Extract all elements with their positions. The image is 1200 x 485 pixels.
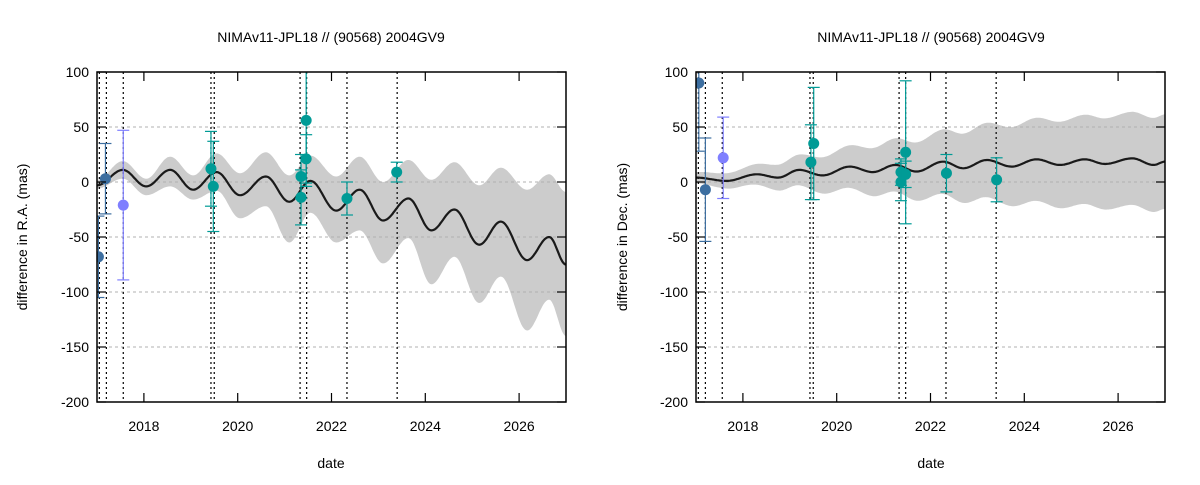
chart-dec: NIMAv11-JPL18 // (90568) 2004GV9 date di… — [614, 29, 1166, 471]
data-point-group — [204, 130, 217, 207]
y-tick-label: -150 — [660, 339, 688, 355]
y-tick-label: 50 — [73, 119, 89, 135]
data-point-group — [99, 142, 112, 215]
data-point-group — [696, 72, 705, 152]
data-point — [808, 138, 820, 149]
data-point-group — [894, 162, 907, 202]
data-point — [391, 166, 403, 178]
plot-area — [97, 72, 566, 402]
y-tick-label: -100 — [660, 284, 688, 300]
x-tick-label: 2022 — [316, 418, 347, 434]
y-tick-label: 50 — [672, 119, 688, 135]
x-tick-label: 2026 — [504, 418, 535, 434]
x-axis-label: date — [317, 455, 344, 471]
data-point — [696, 77, 705, 89]
data-point-group — [899, 80, 912, 225]
data-point — [97, 251, 104, 263]
data-point-group — [207, 140, 220, 233]
x-tick-label: 2018 — [128, 418, 159, 434]
chart-ra: NIMAv11-JPL18 // (90568) 2004GV9 date di… — [14, 29, 567, 471]
data-point-group — [390, 161, 403, 183]
x-tick-label: 2026 — [1103, 418, 1134, 434]
data-point — [295, 191, 307, 203]
data-point-group — [940, 153, 953, 193]
y-tick-label: -100 — [61, 284, 89, 300]
x-tick-label: 2022 — [915, 418, 946, 434]
x-tick-label: 2024 — [410, 418, 441, 434]
data-point — [895, 176, 907, 188]
data-point — [205, 163, 217, 175]
uncertainty-band — [97, 152, 566, 336]
data-point-group — [990, 157, 1003, 203]
y-axis-label: difference in R.A. (mas) — [14, 164, 30, 311]
data-point — [805, 156, 817, 168]
data-point — [900, 146, 912, 158]
y-tick-label: 100 — [66, 64, 90, 80]
y-tick-label: -200 — [660, 394, 688, 410]
data-point — [940, 167, 952, 179]
data-point-group — [295, 169, 308, 226]
y-tick-label: 0 — [680, 174, 688, 190]
data-point-group — [97, 215, 105, 299]
chart-title: NIMAv11-JPL18 // (90568) 2004GV9 — [217, 29, 445, 45]
data-point — [699, 184, 711, 196]
y-tick-label: 0 — [81, 174, 89, 190]
data-point — [991, 174, 1003, 186]
data-point — [207, 180, 219, 192]
data-point — [341, 193, 353, 204]
plot-area — [696, 72, 1165, 402]
chart-title: NIMAv11-JPL18 // (90568) 2004GV9 — [817, 29, 1045, 45]
x-axis-label: date — [917, 455, 944, 471]
y-tick-label: -200 — [61, 394, 89, 410]
y-axis-label: difference in Dec. (mas) — [614, 163, 630, 311]
data-point-group — [807, 86, 820, 201]
x-tick-label: 2024 — [1009, 418, 1040, 434]
data-point — [300, 153, 312, 165]
data-point — [300, 114, 312, 126]
data-point-group — [340, 181, 353, 216]
data-point-group — [117, 129, 130, 281]
model-line — [696, 157, 1165, 182]
data-point — [717, 152, 729, 164]
y-tick-label: -150 — [61, 339, 89, 355]
data-point — [117, 199, 129, 211]
data-point-group — [699, 137, 712, 242]
y-tick-label: -50 — [69, 229, 89, 245]
y-tick-label: 100 — [665, 64, 689, 80]
x-tick-label: 2020 — [222, 418, 253, 434]
x-tick-label: 2020 — [821, 418, 852, 434]
model-line — [97, 168, 566, 266]
y-tick-label: -50 — [668, 229, 688, 245]
x-tick-label: 2018 — [727, 418, 758, 434]
data-point-group — [717, 116, 730, 200]
